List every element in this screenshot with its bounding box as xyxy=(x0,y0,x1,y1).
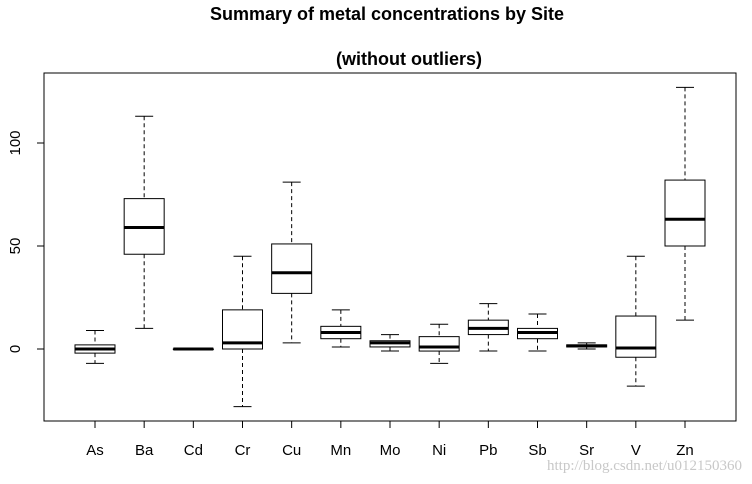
x-tick-label: Zn xyxy=(676,442,694,459)
x-tick-label: Cd xyxy=(184,442,203,459)
box-group-sr xyxy=(566,342,608,350)
x-axis: As Ba Cd Cr Cu Mn Mo Ni Pb Sb Sr V Zn xyxy=(86,420,694,459)
x-tick-label: Cu xyxy=(282,442,301,459)
x-tick-label: Mo xyxy=(380,442,401,459)
iqr-box xyxy=(418,336,460,352)
x-tick-label: Ba xyxy=(135,442,154,459)
x-tick-label: Sr xyxy=(579,442,594,459)
y-tick-label: 50 xyxy=(7,238,24,255)
x-tick-label: Sb xyxy=(528,442,546,459)
y-tick-label: 0 xyxy=(7,345,24,353)
chart-subtitle: (without outliers) xyxy=(336,49,482,69)
box-group-ni xyxy=(418,323,460,364)
box-group-v xyxy=(615,255,657,387)
box-group-cd xyxy=(172,347,214,351)
box-group-zn xyxy=(664,86,706,321)
box-group-mo xyxy=(369,334,411,352)
box-group-cr xyxy=(222,255,263,408)
iqr-box xyxy=(664,179,706,247)
iqr-box xyxy=(615,315,657,358)
x-tick-label: V xyxy=(631,442,641,459)
box-group-ba xyxy=(123,115,165,329)
watermark-text: http://blog.csdn.net/u012150360 xyxy=(547,458,742,474)
box-group-as xyxy=(74,329,116,364)
y-tick-label: 100 xyxy=(7,130,24,155)
x-tick-label: Mn xyxy=(330,442,351,459)
boxes xyxy=(74,86,706,408)
x-tick-label: Pb xyxy=(479,442,497,459)
box-group-pb xyxy=(467,303,509,352)
x-tick-label: Cr xyxy=(235,442,251,459)
box-group-mn xyxy=(320,309,362,348)
box-group-cu xyxy=(271,181,313,344)
y-axis: 0 50 100 xyxy=(7,130,45,353)
chart-title: Summary of metal concentrations by Site xyxy=(210,4,564,24)
box-group-sb xyxy=(517,313,558,352)
x-tick-label: As xyxy=(86,442,104,459)
iqr-box xyxy=(271,243,313,294)
x-tick-label: Ni xyxy=(432,442,446,459)
